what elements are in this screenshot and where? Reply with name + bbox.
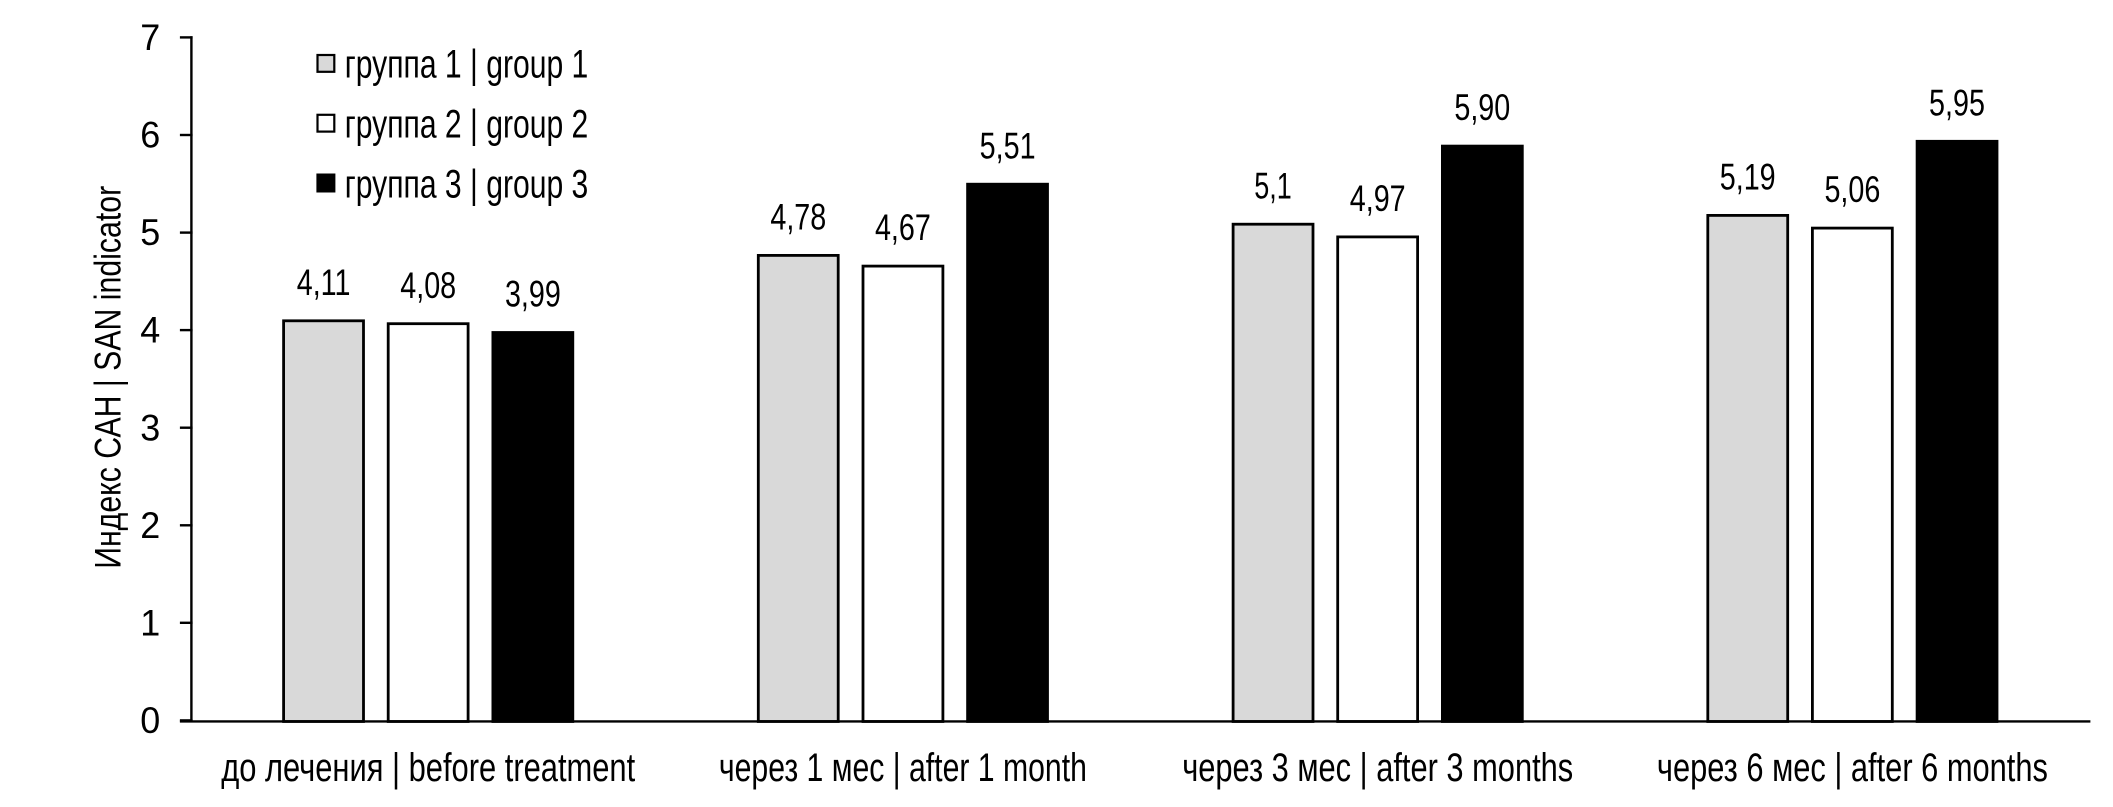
svg-text:4,78: 4,78 xyxy=(770,197,826,238)
svg-text:5,90: 5,90 xyxy=(1454,87,1510,128)
svg-text:3,99: 3,99 xyxy=(505,274,561,315)
svg-text:3: 3 xyxy=(140,407,160,448)
svg-text:Индекс САН | SAN indicator: Индекс САН | SAN indicator xyxy=(88,186,129,569)
svg-text:до лечения | before treatment: до лечения | before treatment xyxy=(221,746,635,790)
svg-text:4,67: 4,67 xyxy=(875,207,931,248)
svg-text:4,97: 4,97 xyxy=(1350,178,1406,219)
svg-text:1: 1 xyxy=(140,602,160,643)
svg-text:группа 2 | group 2: группа 2 | group 2 xyxy=(345,103,589,147)
svg-text:5,51: 5,51 xyxy=(980,125,1036,166)
svg-text:через 6 мес | after 6 months: через 6 мес | after 6 months xyxy=(1657,746,2048,790)
svg-text:через 3 мес | after 3 months: через 3 мес | after 3 months xyxy=(1182,746,1573,790)
svg-text:5,95: 5,95 xyxy=(1929,82,1985,123)
svg-text:6: 6 xyxy=(140,115,160,156)
svg-text:7: 7 xyxy=(140,17,160,58)
svg-text:4: 4 xyxy=(140,310,160,351)
svg-text:группа 1 | group 1: группа 1 | group 1 xyxy=(345,43,589,87)
svg-text:5,06: 5,06 xyxy=(1824,169,1880,210)
svg-text:4,11: 4,11 xyxy=(297,262,351,303)
svg-text:2: 2 xyxy=(140,505,160,546)
svg-text:группа 3 | group 3: группа 3 | group 3 xyxy=(345,162,589,206)
svg-text:5,1: 5,1 xyxy=(1254,165,1292,206)
svg-text:5: 5 xyxy=(140,212,160,253)
svg-text:5,19: 5,19 xyxy=(1720,157,1776,198)
svg-text:0: 0 xyxy=(140,700,160,741)
svg-text:через 1 мес | after 1 month: через 1 мес | after 1 month xyxy=(719,746,1087,790)
svg-text:4,08: 4,08 xyxy=(400,265,456,306)
